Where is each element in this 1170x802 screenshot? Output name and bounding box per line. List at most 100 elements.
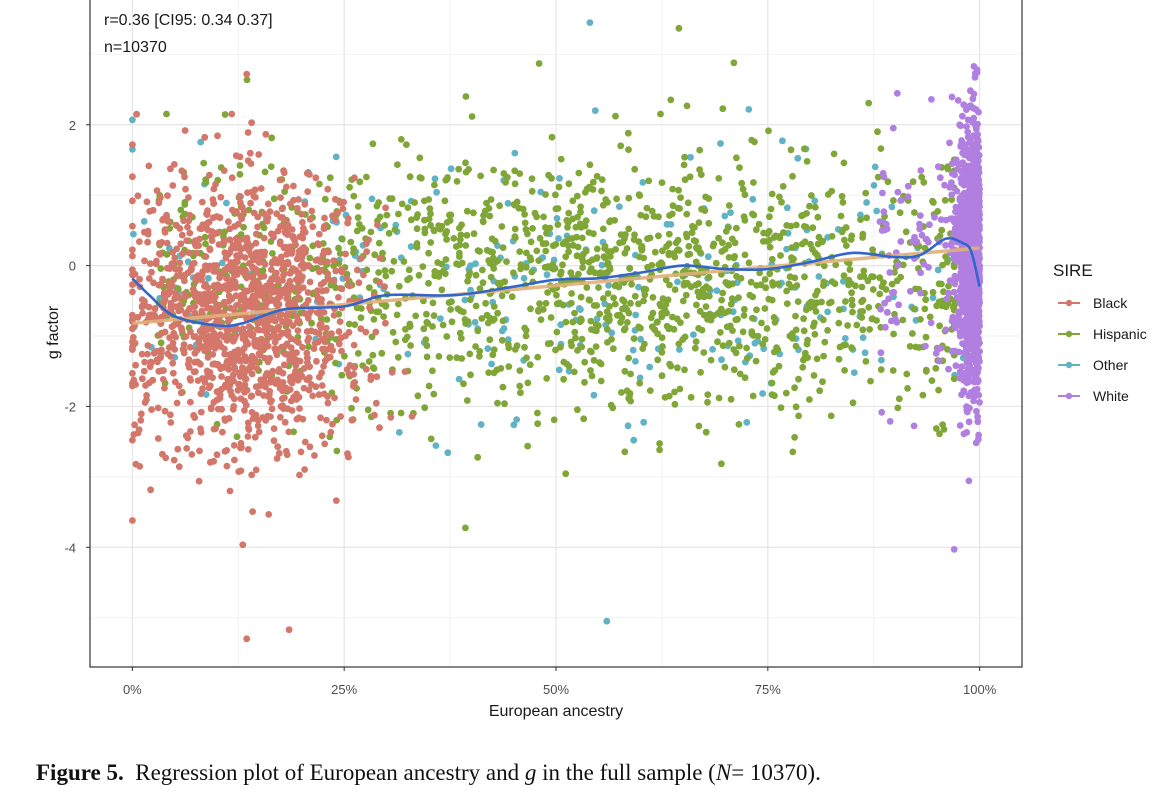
point-hispanic bbox=[537, 316, 545, 323]
point-other bbox=[368, 195, 376, 203]
point-black bbox=[295, 317, 303, 325]
point-black bbox=[131, 421, 139, 429]
legend-key-dot bbox=[1065, 392, 1073, 400]
point-white bbox=[937, 344, 945, 352]
point-white bbox=[904, 193, 912, 201]
point-hispanic bbox=[635, 300, 642, 308]
point-hispanic bbox=[462, 93, 470, 100]
point-black bbox=[229, 350, 237, 358]
point-hispanic bbox=[789, 448, 797, 456]
point-hispanic bbox=[270, 195, 278, 203]
point-hispanic bbox=[552, 191, 559, 199]
point-black bbox=[170, 456, 178, 464]
point-hispanic bbox=[619, 305, 626, 313]
point-hispanic bbox=[628, 280, 635, 288]
point-hispanic-outlier bbox=[535, 60, 543, 67]
point-black bbox=[295, 247, 303, 255]
point-hispanic bbox=[680, 161, 688, 169]
point-hispanic bbox=[593, 302, 601, 309]
point-hispanic bbox=[455, 165, 463, 173]
point-black bbox=[273, 269, 280, 277]
point-black bbox=[220, 300, 228, 308]
point-hispanic bbox=[443, 228, 451, 235]
point-hispanic bbox=[365, 284, 373, 291]
point-hispanic bbox=[479, 279, 487, 287]
point-hispanic bbox=[938, 226, 946, 234]
point-black bbox=[299, 344, 306, 351]
point-hispanic bbox=[456, 329, 464, 337]
point-white bbox=[936, 174, 944, 182]
point-black bbox=[182, 432, 190, 440]
point-black bbox=[210, 289, 217, 297]
point-black bbox=[289, 234, 297, 242]
point-hispanic bbox=[540, 213, 547, 221]
point-hispanic bbox=[676, 205, 683, 212]
point-black bbox=[246, 149, 254, 157]
point-hispanic bbox=[683, 210, 691, 218]
point-black bbox=[314, 287, 321, 295]
point-black bbox=[244, 303, 252, 310]
point-black bbox=[233, 325, 241, 333]
point-hispanic bbox=[504, 173, 511, 181]
point-hispanic bbox=[865, 304, 873, 311]
point-other bbox=[447, 165, 455, 173]
point-black bbox=[138, 302, 146, 310]
point-black bbox=[303, 328, 311, 335]
point-hispanic bbox=[729, 327, 736, 334]
point-hispanic bbox=[481, 207, 489, 215]
point-hispanic bbox=[415, 271, 423, 279]
point-black bbox=[388, 368, 396, 376]
point-other bbox=[824, 308, 831, 316]
point-hispanic bbox=[630, 236, 638, 244]
point-black bbox=[289, 322, 297, 329]
point-black bbox=[145, 311, 153, 319]
point-black bbox=[186, 211, 194, 219]
point-black bbox=[330, 312, 338, 319]
point-hispanic bbox=[393, 311, 401, 319]
point-hispanic bbox=[768, 379, 776, 387]
point-black bbox=[187, 428, 194, 435]
point-black bbox=[240, 293, 248, 301]
point-hispanic bbox=[671, 253, 679, 261]
point-hispanic bbox=[425, 196, 433, 203]
point-white bbox=[969, 190, 976, 198]
point-hispanic bbox=[474, 453, 482, 461]
point-hispanic bbox=[801, 273, 808, 281]
point-black bbox=[222, 282, 229, 289]
point-other bbox=[863, 199, 870, 206]
point-hispanic bbox=[601, 243, 609, 250]
point-black bbox=[198, 375, 206, 382]
point-white bbox=[973, 407, 980, 415]
point-hispanic bbox=[388, 267, 396, 275]
point-black bbox=[280, 361, 288, 369]
point-hispanic bbox=[383, 211, 391, 219]
point-black bbox=[258, 335, 265, 343]
point-black bbox=[273, 275, 281, 282]
point-black bbox=[210, 457, 218, 465]
point-hispanic bbox=[701, 207, 709, 215]
point-black bbox=[282, 286, 289, 294]
point-hispanic bbox=[877, 366, 885, 373]
point-black bbox=[335, 294, 342, 301]
point-hispanic bbox=[221, 111, 229, 118]
point-hispanic bbox=[732, 349, 740, 357]
point-hispanic bbox=[792, 342, 800, 350]
point-hispanic bbox=[484, 319, 492, 327]
point-black bbox=[343, 366, 351, 373]
point-hispanic bbox=[858, 283, 866, 291]
caption-text-after: = 10370). bbox=[731, 760, 821, 785]
point-hispanic bbox=[849, 399, 857, 407]
point-hispanic bbox=[857, 273, 864, 281]
point-hispanic bbox=[513, 342, 521, 350]
point-white bbox=[898, 196, 905, 204]
point-hispanic bbox=[521, 219, 529, 227]
point-hispanic bbox=[759, 340, 767, 348]
point-hispanic bbox=[669, 185, 676, 193]
point-hispanic bbox=[504, 341, 512, 348]
point-hispanic bbox=[465, 272, 472, 280]
point-hispanic bbox=[221, 228, 229, 236]
point-hispanic bbox=[906, 343, 914, 350]
point-black bbox=[221, 448, 229, 455]
point-other bbox=[129, 146, 136, 153]
